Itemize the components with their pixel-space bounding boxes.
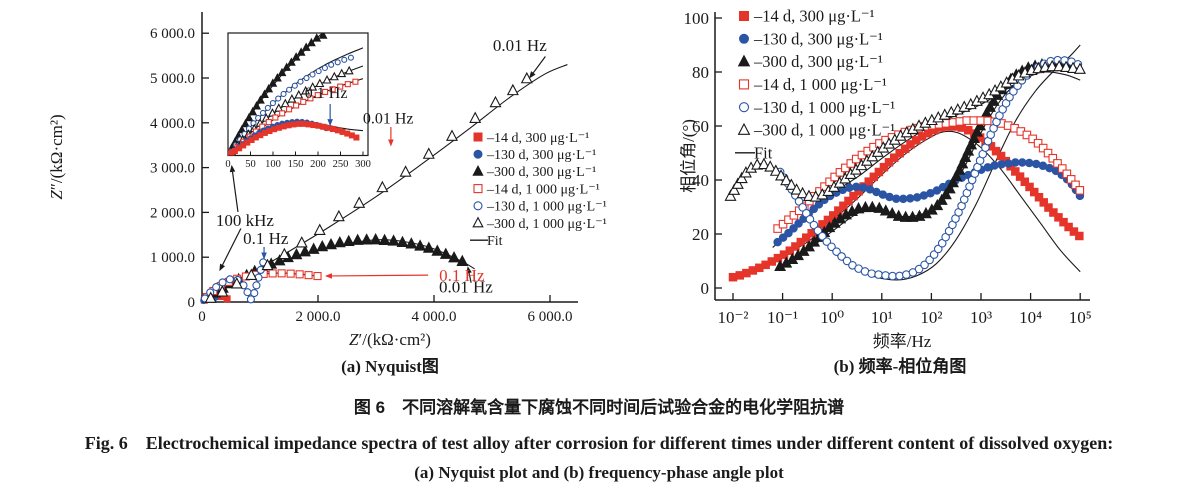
svg-text:10⁻¹: 10⁻¹: [767, 308, 798, 327]
svg-text:5 000.0: 5 000.0: [150, 71, 195, 87]
x-axis-label: 频率/Hz: [873, 332, 932, 351]
svg-text:–300 d, 300 μg·L⁻¹: –300 d, 300 μg·L⁻¹: [486, 165, 596, 180]
svg-text:0.01 Hz: 0.01 Hz: [493, 36, 547, 55]
svg-text:–130 d, 300 μg·L⁻¹: –130 d, 300 μg·L⁻¹: [753, 29, 883, 48]
svg-text:1 000.0: 1 000.0: [150, 250, 195, 266]
nyquist-axes: 0 1 000.0 2 000.0 3 000.0 4 000.0 5 000.0 6 00…: [47, 12, 578, 349]
svg-text:6 000.0: 6 000.0: [150, 26, 195, 42]
svg-text:–130 d, 300 μg·L⁻¹: –130 d, 300 μg·L⁻¹: [486, 148, 596, 163]
svg-text:–14 d, 1 000 μg·L⁻¹: –14 d, 1 000 μg·L⁻¹: [753, 75, 887, 94]
svg-text:150: 150: [288, 159, 304, 170]
svg-text:100: 100: [265, 159, 281, 170]
svg-text:–300 d, 300 μg·L⁻¹: –300 d, 300 μg·L⁻¹: [753, 52, 883, 71]
svg-text:80: 80: [692, 63, 709, 82]
annotation: 0.1 Hz: [243, 229, 289, 260]
inset-series-5: [228, 120, 360, 156]
svg-text:–130 d, 1 000 μg·L⁻¹: –130 d, 1 000 μg·L⁻¹: [753, 98, 895, 117]
svg-text:10¹: 10¹: [871, 308, 893, 327]
annotation: 0.1 Hz: [324, 266, 485, 285]
nyquist-series-5: [204, 71, 533, 303]
panel-a-caption: (a) Nyquist图: [341, 357, 439, 376]
svg-text:6 000.0: 6 000.0: [528, 309, 573, 325]
svg-text:2 000.0: 2 000.0: [150, 205, 195, 221]
phase-angle-chart: 0 20 40 60 80 100 10⁻² 10⁻¹ 10⁰ 10¹ 10² 10³ 10⁴ 10⁵ 频率…: [680, 7, 1092, 351]
annotation: 0.01 Hz: [439, 266, 493, 297]
svg-text:300: 300: [355, 159, 371, 170]
annotation: 0.01 Hz: [363, 111, 414, 147]
nyquist-fit-1: [201, 239, 475, 303]
nyquist-series: [200, 71, 533, 305]
svg-text:10³: 10³: [970, 308, 992, 327]
y-axis-label: 相位角/(°): [680, 119, 698, 193]
svg-text:–14 d, 300 μg·L⁻¹: –14 d, 300 μg·L⁻¹: [753, 7, 875, 26]
svg-text:0: 0: [198, 309, 206, 325]
svg-text:100: 100: [684, 9, 710, 28]
svg-text:0: 0: [225, 159, 230, 170]
svg-text:3 000.0: 3 000.0: [150, 161, 195, 177]
nyquist-inset: 0 50 100 150 200 250 300: [225, 32, 371, 170]
svg-text:4 000.0: 4 000.0: [150, 116, 195, 132]
annotation: 0.1 Hz: [305, 85, 348, 127]
svg-text:4 000.0: 4 000.0: [412, 309, 457, 325]
svg-text:250: 250: [333, 159, 349, 170]
svg-text:20: 20: [692, 225, 709, 244]
svg-text:0.1 Hz: 0.1 Hz: [243, 229, 289, 248]
svg-text:Fit: Fit: [487, 234, 503, 249]
svg-text:50: 50: [245, 159, 256, 170]
svg-text:10²: 10²: [920, 308, 942, 327]
bode-axes: 0 20 40 60 80 100 10⁻² 10⁻¹ 10⁰ 10¹ 10² 10³ 10⁴ 10⁵ 频率…: [680, 9, 1092, 351]
annotation: 0.01 Hz: [493, 36, 547, 79]
svg-text:–130 d, 1 000 μg·L⁻¹: –130 d, 1 000 μg·L⁻¹: [486, 200, 607, 215]
svg-text:0.1 Hz: 0.1 Hz: [439, 266, 485, 285]
svg-text:–14 d, 300 μg·L⁻¹: –14 d, 300 μg·L⁻¹: [486, 131, 589, 146]
nyquist-chart: 0 1 000.0 2 000.0 3 000.0 4 000.0 5 000.0 6 00…: [47, 12, 607, 349]
svg-text:60: 60: [692, 117, 709, 136]
svg-text:0: 0: [188, 295, 196, 311]
svg-text:Fit: Fit: [754, 143, 773, 162]
svg-text:0.1 Hz: 0.1 Hz: [305, 85, 348, 102]
svg-text:10⁴: 10⁴: [1019, 308, 1042, 327]
svg-text:–300 d, 1 000 μg·L⁻¹: –300 d, 1 000 μg·L⁻¹: [486, 217, 607, 232]
svg-text:–14 d, 1 000 μg·L⁻¹: –14 d, 1 000 μg·L⁻¹: [486, 182, 600, 197]
svg-text:2 000.0: 2 000.0: [296, 309, 341, 325]
svg-text:0.01 Hz: 0.01 Hz: [363, 111, 414, 128]
figure-caption-chinese: 图 6 不同溶解氧含量下腐蚀不同时间后试验合金的电化学阻抗谱: [353, 398, 845, 417]
panel-b-caption: (b) 频率-相位角图: [833, 357, 967, 376]
svg-text:40: 40: [692, 171, 709, 190]
svg-text:100 kHz: 100 kHz: [216, 211, 275, 230]
svg-text:0.01 Hz: 0.01 Hz: [439, 278, 493, 297]
inset-content: [228, 33, 364, 156]
y-axis-label: Z″/(kΩ·cm²): [47, 114, 66, 199]
figure-caption-english: Fig. 6 Electrochemical impedance spectra…: [84, 433, 1114, 453]
figure-caption-english-sub: (a) Nyquist plot and (b) frequency-phase…: [414, 463, 784, 482]
bode-series: [724, 55, 1086, 282]
svg-text:10⁰: 10⁰: [820, 308, 844, 327]
x-axis-label: Z′/(kΩ·cm²): [349, 330, 431, 349]
svg-text:10⁻²: 10⁻²: [717, 308, 748, 327]
bode-series-5: [724, 59, 1086, 202]
svg-text:200: 200: [310, 159, 326, 170]
svg-text:–300 d, 1 000 μg·L⁻¹: –300 d, 1 000 μg·L⁻¹: [753, 121, 895, 140]
legend: –14 d, 300 μg·L⁻¹ –130 d, 300 μg·L⁻¹ –300 …: [735, 7, 895, 162]
annotation: 100 kHz: [216, 164, 275, 272]
legend: –14 d, 300 μg·L⁻¹ –130 d, 300 μg·L⁻¹ –300 …: [470, 131, 607, 249]
svg-text:0: 0: [701, 279, 710, 298]
svg-text:10⁵: 10⁵: [1069, 308, 1092, 327]
